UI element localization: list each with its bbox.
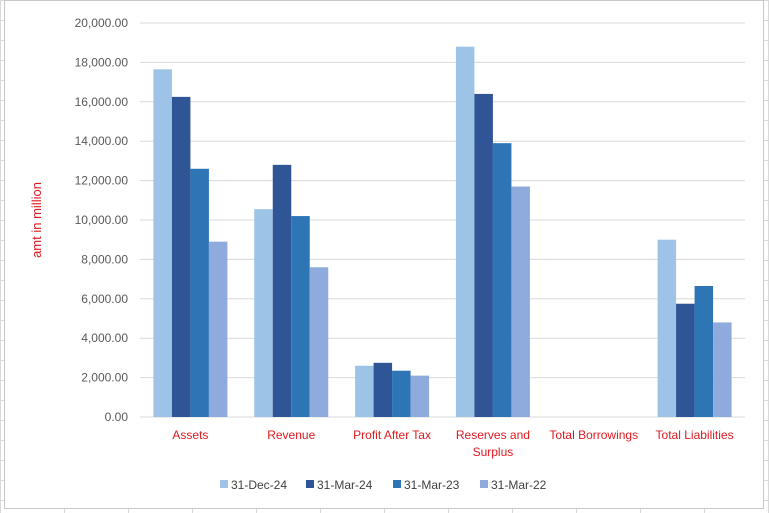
y-tick-label: 6,000.00 (81, 292, 128, 306)
y-tick-label: 0.00 (105, 410, 129, 424)
x-category-label: Profit After Tax (353, 428, 431, 442)
bar-31-Mar-22-1[interactable] (309, 267, 329, 417)
bar-31-Mar-22-2[interactable] (410, 375, 430, 417)
x-category-label: Total Borrowings (549, 428, 638, 442)
legend-label: 31-Dec-24 (231, 478, 287, 492)
x-category-label: Surplus (473, 445, 514, 459)
bar-31-Mar-23-5[interactable] (694, 285, 714, 417)
bar-31-Dec-24-2[interactable] (355, 365, 374, 417)
y-tick-label: 16,000.00 (75, 95, 129, 109)
y-tick-label: 10,000.00 (75, 213, 129, 227)
x-axis-labels: Assets Revenue Profit After Tax Reserves an… (172, 428, 733, 459)
bar-31-Mar-22-0[interactable] (208, 241, 228, 417)
legend-swatch (220, 480, 228, 488)
bar-31-Mar-22-5[interactable] (713, 322, 732, 417)
bar-31-Mar-24-0[interactable] (171, 96, 191, 417)
bar-31-Mar-23-0[interactable] (190, 168, 209, 417)
bar-31-Dec-24-0[interactable] (153, 69, 172, 418)
y-tick-label: 12,000.00 (75, 174, 129, 188)
x-category-label: Reserves and (456, 428, 530, 442)
y-tick-label: 4,000.00 (81, 331, 128, 345)
x-category-label: Revenue (267, 428, 315, 442)
gridlines (140, 22, 745, 418)
bar-31-Mar-23-2[interactable] (392, 370, 411, 417)
y-axis-ticks: 0.00 2,000.00 4,000.00 6,000.00 8,000.00 10,0… (75, 16, 129, 424)
bar-31-Mar-24-3[interactable] (474, 93, 493, 418)
bar-31-Dec-24-1[interactable] (254, 209, 273, 417)
x-category-label: Assets (172, 428, 208, 442)
legend: 31-Dec-24 31-Mar-24 31-Mar-23 31-Mar-22 (220, 478, 547, 492)
y-tick-label: 20,000.00 (75, 16, 129, 30)
bar-31-Mar-23-1[interactable] (291, 216, 310, 417)
bar-31-Mar-24-2[interactable] (373, 362, 393, 417)
bar-31-Dec-24-3[interactable] (455, 46, 475, 417)
bars (153, 46, 732, 418)
legend-swatch (306, 480, 314, 488)
legend-swatch (480, 480, 488, 488)
bar-31-Mar-23-3[interactable] (492, 143, 512, 418)
x-category-label: Total Liabilities (656, 428, 734, 442)
y-tick-label: 8,000.00 (81, 252, 128, 266)
bar-31-Dec-24-5[interactable] (657, 239, 677, 417)
legend-label: 31-Mar-24 (317, 478, 373, 492)
y-tick-label: 14,000.00 (75, 134, 129, 148)
y-axis-label: amt in million (29, 182, 44, 258)
y-tick-label: 18,000.00 (75, 55, 129, 69)
bar-31-Mar-24-1[interactable] (272, 164, 292, 417)
y-tick-label: 2,000.00 (81, 371, 128, 385)
legend-label: 31-Mar-23 (404, 478, 460, 492)
chart-area[interactable] (4, 0, 764, 509)
bar-31-Mar-24-5[interactable] (676, 303, 695, 417)
bar-31-Mar-22-3[interactable] (511, 186, 530, 417)
legend-label: 31-Mar-22 (491, 478, 547, 492)
legend-swatch (393, 480, 401, 488)
